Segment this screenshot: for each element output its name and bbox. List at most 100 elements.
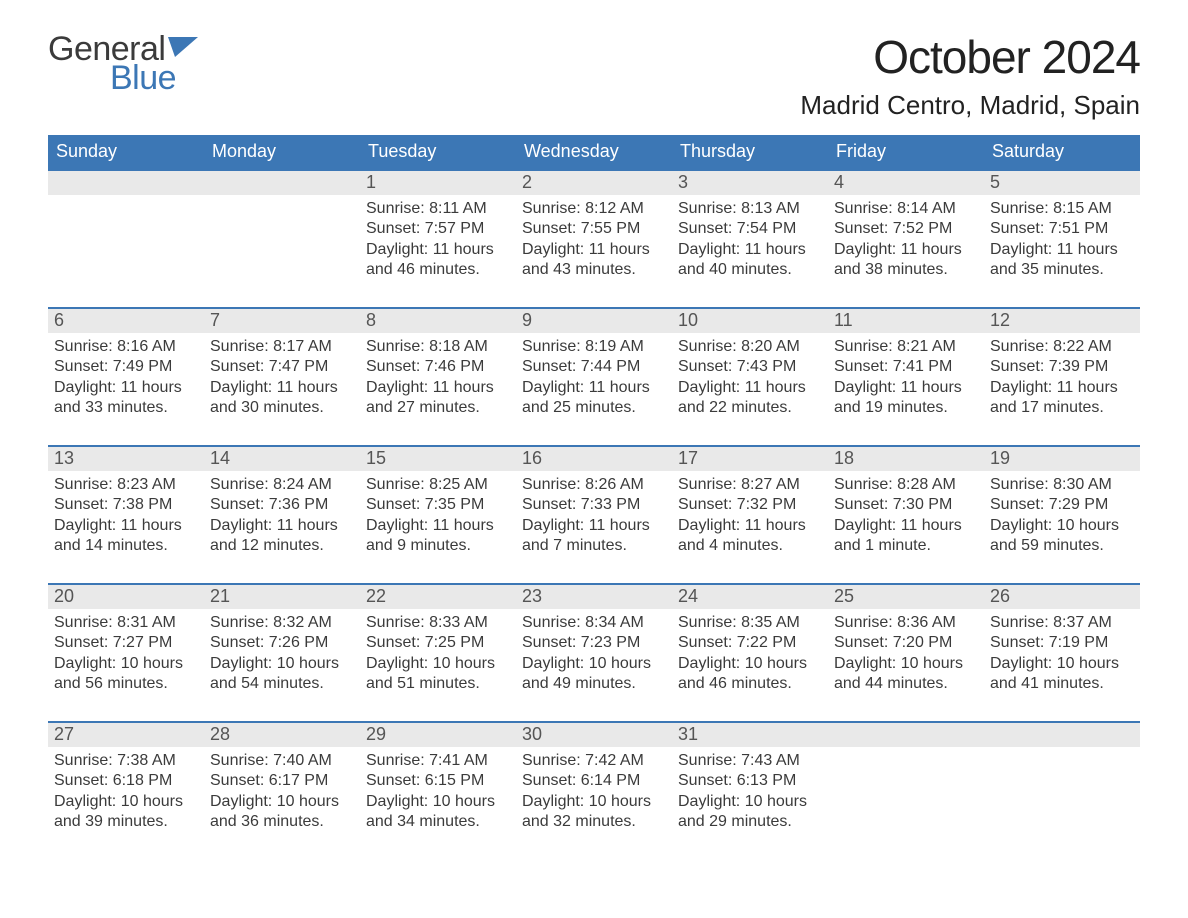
daylight-line: Daylight: 11 hours and 17 minutes. (990, 378, 1134, 419)
sunrise-line: Sunrise: 8:23 AM (54, 475, 198, 495)
day-number: 16 (516, 447, 672, 471)
day-detail: Sunrise: 8:27 AMSunset: 7:32 PMDaylight:… (672, 471, 828, 557)
calendar-cell: 1Sunrise: 8:11 AMSunset: 7:57 PMDaylight… (360, 169, 516, 307)
daylight-line: Daylight: 10 hours and 44 minutes. (834, 654, 978, 695)
day-number: 12 (984, 309, 1140, 333)
sunrise-line: Sunrise: 8:36 AM (834, 613, 978, 633)
location-subtitle: Madrid Centro, Madrid, Spain (800, 90, 1140, 121)
sunset-line: Sunset: 7:32 PM (678, 495, 822, 515)
daylight-line: Daylight: 10 hours and 39 minutes. (54, 792, 198, 833)
sunset-line: Sunset: 7:29 PM (990, 495, 1134, 515)
daylight-line: Daylight: 10 hours and 59 minutes. (990, 516, 1134, 557)
day-number: 18 (828, 447, 984, 471)
sunrise-line: Sunrise: 7:40 AM (210, 751, 354, 771)
day-detail: Sunrise: 8:18 AMSunset: 7:46 PMDaylight:… (360, 333, 516, 419)
day-detail: Sunrise: 8:24 AMSunset: 7:36 PMDaylight:… (204, 471, 360, 557)
day-number: 8 (360, 309, 516, 333)
day-detail: Sunrise: 8:12 AMSunset: 7:55 PMDaylight:… (516, 195, 672, 281)
day-number-empty (204, 171, 360, 195)
calendar-body: 1Sunrise: 8:11 AMSunset: 7:57 PMDaylight… (48, 169, 1140, 859)
calendar-cell: 20Sunrise: 8:31 AMSunset: 7:27 PMDayligh… (48, 583, 204, 721)
sunrise-line: Sunrise: 8:21 AM (834, 337, 978, 357)
calendar-cell: 27Sunrise: 7:38 AMSunset: 6:18 PMDayligh… (48, 721, 204, 859)
daylight-line: Daylight: 10 hours and 54 minutes. (210, 654, 354, 695)
sunrise-line: Sunrise: 7:42 AM (522, 751, 666, 771)
daylight-line: Daylight: 10 hours and 51 minutes. (366, 654, 510, 695)
sunrise-line: Sunrise: 8:26 AM (522, 475, 666, 495)
day-number: 5 (984, 171, 1140, 195)
sunrise-line: Sunrise: 8:28 AM (834, 475, 978, 495)
sunrise-line: Sunrise: 8:31 AM (54, 613, 198, 633)
sunrise-line: Sunrise: 8:22 AM (990, 337, 1134, 357)
sunset-line: Sunset: 7:43 PM (678, 357, 822, 377)
calendar-cell-empty (48, 169, 204, 307)
day-number: 20 (48, 585, 204, 609)
sunrise-line: Sunrise: 8:32 AM (210, 613, 354, 633)
sunrise-line: Sunrise: 7:41 AM (366, 751, 510, 771)
calendar-cell: 4Sunrise: 8:14 AMSunset: 7:52 PMDaylight… (828, 169, 984, 307)
day-number: 27 (48, 723, 204, 747)
calendar-cell-empty (828, 721, 984, 859)
daylight-line: Daylight: 11 hours and 25 minutes. (522, 378, 666, 419)
day-detail: Sunrise: 8:28 AMSunset: 7:30 PMDaylight:… (828, 471, 984, 557)
sunset-line: Sunset: 6:14 PM (522, 771, 666, 791)
calendar-cell-empty (204, 169, 360, 307)
day-number: 19 (984, 447, 1140, 471)
calendar-cell: 29Sunrise: 7:41 AMSunset: 6:15 PMDayligh… (360, 721, 516, 859)
daylight-line: Daylight: 11 hours and 14 minutes. (54, 516, 198, 557)
sunset-line: Sunset: 7:44 PM (522, 357, 666, 377)
daylight-line: Daylight: 11 hours and 35 minutes. (990, 240, 1134, 281)
daylight-line: Daylight: 10 hours and 49 minutes. (522, 654, 666, 695)
calendar-cell: 10Sunrise: 8:20 AMSunset: 7:43 PMDayligh… (672, 307, 828, 445)
sunset-line: Sunset: 7:46 PM (366, 357, 510, 377)
calendar-cell: 3Sunrise: 8:13 AMSunset: 7:54 PMDaylight… (672, 169, 828, 307)
calendar-cell: 11Sunrise: 8:21 AMSunset: 7:41 PMDayligh… (828, 307, 984, 445)
sunrise-line: Sunrise: 8:12 AM (522, 199, 666, 219)
day-number: 10 (672, 309, 828, 333)
calendar-cell: 8Sunrise: 8:18 AMSunset: 7:46 PMDaylight… (360, 307, 516, 445)
calendar-cell: 19 Sunrise: 8:30 AMSunset: 7:29 PMDayligh… (984, 445, 1140, 583)
day-number-empty (828, 723, 984, 747)
sunrise-line: Sunrise: 8:15 AM (990, 199, 1134, 219)
daylight-line: Daylight: 10 hours and 29 minutes. (678, 792, 822, 833)
sunset-line: Sunset: 7:27 PM (54, 633, 198, 653)
day-detail: Sunrise: 8:26 AMSunset: 7:33 PMDaylight:… (516, 471, 672, 557)
calendar-cell: 9Sunrise: 8:19 AMSunset: 7:44 PMDaylight… (516, 307, 672, 445)
calendar-cell: 31Sunrise: 7:43 AMSunset: 6:13 PMDayligh… (672, 721, 828, 859)
calendar-cell: 12Sunrise: 8:22 AMSunset: 7:39 PMDayligh… (984, 307, 1140, 445)
daylight-line: Daylight: 11 hours and 27 minutes. (366, 378, 510, 419)
sunset-line: Sunset: 7:30 PM (834, 495, 978, 515)
sunset-line: Sunset: 6:13 PM (678, 771, 822, 791)
sunrise-line: Sunrise: 8:13 AM (678, 199, 822, 219)
sunrise-line: Sunrise: 8:34 AM (522, 613, 666, 633)
daylight-line: Daylight: 11 hours and 1 minute. (834, 516, 978, 557)
calendar-header-row: SundayMondayTuesdayWednesdayThursdayFrid… (48, 135, 1140, 169)
calendar-cell: 30Sunrise: 7:42 AMSunset: 6:14 PMDayligh… (516, 721, 672, 859)
sunrise-line: Sunrise: 8:14 AM (834, 199, 978, 219)
day-detail: Sunrise: 8:21 AMSunset: 7:41 PMDaylight:… (828, 333, 984, 419)
logo-word2: Blue (110, 59, 198, 98)
weekday-header: Wednesday (516, 135, 672, 169)
day-number: 23 (516, 585, 672, 609)
day-number: 29 (360, 723, 516, 747)
sunset-line: Sunset: 7:20 PM (834, 633, 978, 653)
day-detail: Sunrise: 8:35 AMSunset: 7:22 PMDaylight:… (672, 609, 828, 695)
sunrise-line: Sunrise: 8:30 AM (990, 475, 1134, 495)
day-number: 21 (204, 585, 360, 609)
sunset-line: Sunset: 7:49 PM (54, 357, 198, 377)
sunrise-line: Sunrise: 8:24 AM (210, 475, 354, 495)
weekday-header: Tuesday (360, 135, 516, 169)
day-number: 22 (360, 585, 516, 609)
calendar-cell: 13Sunrise: 8:23 AMSunset: 7:38 PMDayligh… (48, 445, 204, 583)
sunset-line: Sunset: 7:38 PM (54, 495, 198, 515)
sunset-line: Sunset: 7:36 PM (210, 495, 354, 515)
sunrise-line: Sunrise: 8:19 AM (522, 337, 666, 357)
calendar-cell: 21Sunrise: 8:32 AMSunset: 7:26 PMDayligh… (204, 583, 360, 721)
day-number: 17 (672, 447, 828, 471)
calendar-cell: 16Sunrise: 8:26 AMSunset: 7:33 PMDayligh… (516, 445, 672, 583)
daylight-line: Daylight: 11 hours and 46 minutes. (366, 240, 510, 281)
daylight-line: Daylight: 11 hours and 12 minutes. (210, 516, 354, 557)
day-detail: Sunrise: 8:11 AMSunset: 7:57 PMDaylight:… (360, 195, 516, 281)
sunrise-line: Sunrise: 8:33 AM (366, 613, 510, 633)
sunrise-line: Sunrise: 8:25 AM (366, 475, 510, 495)
